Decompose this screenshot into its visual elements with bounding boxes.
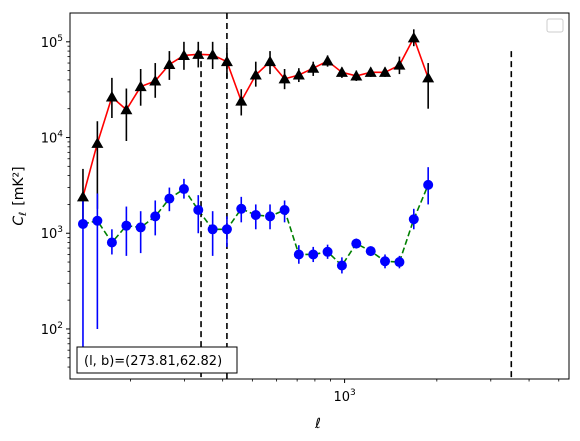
triangle-marker bbox=[220, 55, 233, 67]
circle-marker bbox=[221, 224, 232, 235]
vertical-lines bbox=[200, 13, 513, 379]
circle-marker bbox=[92, 215, 103, 226]
triangle-marker bbox=[149, 74, 162, 86]
triangle-marker bbox=[335, 66, 348, 77]
x-tick-label: 103 bbox=[333, 388, 355, 405]
legend-box bbox=[546, 18, 564, 33]
annotation-text: (l, b)=(273.81,62.82) bbox=[84, 354, 222, 369]
triangle-marker bbox=[249, 69, 262, 80]
triangle-marker bbox=[307, 62, 320, 73]
circle-marker bbox=[121, 220, 132, 231]
triangle-marker bbox=[321, 55, 334, 66]
circle-marker bbox=[394, 257, 405, 268]
triangle-marker bbox=[235, 95, 248, 106]
circle-marker bbox=[308, 249, 319, 260]
circle-marker bbox=[380, 256, 391, 267]
triangle-marker bbox=[177, 49, 190, 60]
circle-marker bbox=[423, 179, 434, 190]
y-axis-label: Cℓ [mK²] bbox=[11, 166, 29, 225]
circle-marker bbox=[265, 211, 276, 222]
circle-marker bbox=[164, 193, 175, 204]
triangle-marker bbox=[278, 72, 291, 84]
triangle-marker bbox=[379, 66, 392, 77]
circle-marker bbox=[236, 203, 247, 214]
triangle-marker bbox=[163, 58, 176, 69]
triangle-marker bbox=[264, 55, 277, 67]
circle-marker bbox=[193, 204, 204, 215]
triangle-marker bbox=[364, 66, 377, 77]
circle-marker bbox=[150, 211, 161, 222]
y-tick-label: 103 bbox=[41, 225, 63, 242]
triangle-marker bbox=[292, 69, 305, 80]
markers bbox=[76, 31, 435, 271]
y-tick-label: 104 bbox=[41, 130, 64, 147]
triangle-marker bbox=[393, 59, 406, 70]
plot-frame bbox=[69, 12, 570, 380]
triangle-marker bbox=[105, 91, 118, 102]
circle-marker bbox=[293, 249, 304, 260]
triangle-marker bbox=[206, 48, 219, 60]
axis-ticks: 102 103 104 105 103 bbox=[41, 34, 356, 405]
triangle-marker bbox=[192, 48, 205, 59]
circle-marker bbox=[322, 246, 333, 257]
triangle-marker bbox=[407, 31, 420, 43]
circle-marker bbox=[77, 218, 88, 229]
circle-marker bbox=[279, 204, 290, 215]
y-tick-label: 105 bbox=[41, 34, 63, 51]
circle-marker bbox=[408, 214, 419, 225]
y-tick-label: 102 bbox=[41, 321, 63, 338]
circle-marker bbox=[178, 183, 189, 194]
circle-marker bbox=[135, 222, 146, 233]
triangle-marker bbox=[422, 71, 435, 83]
y-label-sub: ℓ bbox=[18, 212, 29, 216]
circle-marker bbox=[351, 238, 362, 249]
triangle-marker bbox=[91, 137, 104, 148]
circle-marker bbox=[250, 210, 261, 221]
circle-marker bbox=[365, 246, 376, 257]
x-axis-label: ℓ bbox=[314, 416, 321, 432]
triangle-marker bbox=[120, 103, 133, 115]
annotation-box: (l, b)=(273.81,62.82) bbox=[76, 346, 238, 374]
triangle-marker bbox=[350, 69, 363, 81]
triangle-marker bbox=[76, 190, 89, 202]
y-label-main: C bbox=[11, 216, 27, 226]
circle-marker bbox=[106, 237, 117, 248]
triangle-marker bbox=[134, 80, 147, 92]
circle-marker bbox=[207, 224, 218, 235]
circle-marker bbox=[336, 260, 347, 271]
svg-text:Cℓ[mK²]: Cℓ [mK²] bbox=[11, 166, 29, 225]
y-label-unit: [mK²] bbox=[11, 166, 27, 205]
